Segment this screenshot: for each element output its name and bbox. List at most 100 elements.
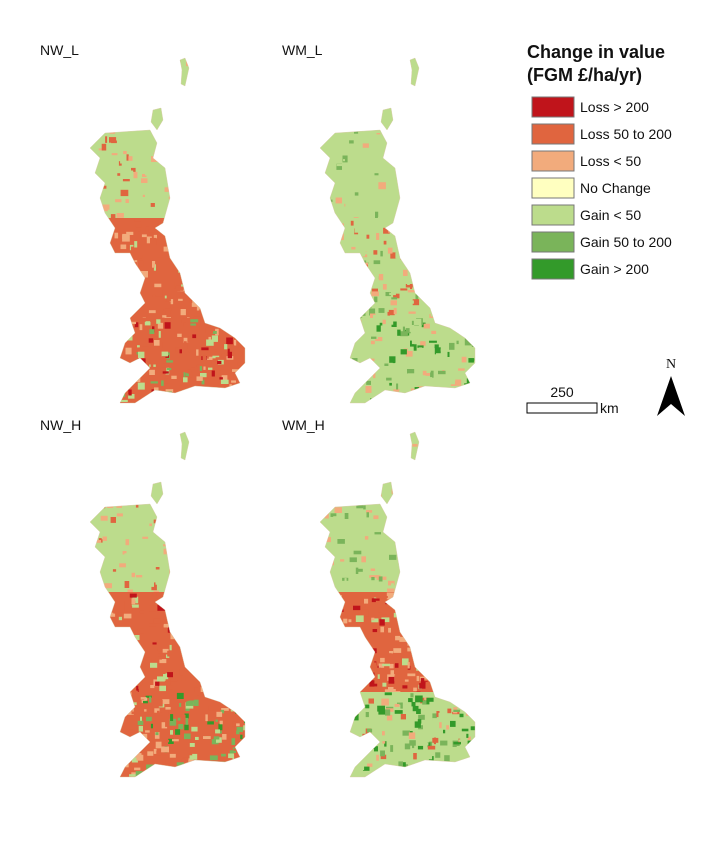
cell xyxy=(245,358,247,361)
cell xyxy=(332,781,337,785)
cell xyxy=(424,699,430,705)
cell xyxy=(321,332,324,336)
cell xyxy=(321,225,324,231)
cell xyxy=(151,584,157,591)
cell xyxy=(378,308,385,313)
cell xyxy=(208,360,212,365)
cell xyxy=(110,648,113,653)
cell xyxy=(249,325,256,330)
cell xyxy=(400,266,408,272)
cell xyxy=(100,331,104,339)
cell xyxy=(454,780,462,786)
cell xyxy=(124,254,128,260)
cell xyxy=(478,290,481,297)
cell xyxy=(96,779,102,783)
cell xyxy=(119,736,124,741)
cell xyxy=(332,380,337,386)
cell xyxy=(224,81,232,86)
cell xyxy=(465,641,470,648)
cell xyxy=(185,372,189,377)
cell xyxy=(326,385,333,390)
cell xyxy=(199,500,204,505)
cell xyxy=(326,614,335,618)
cell xyxy=(320,205,327,211)
cell xyxy=(117,477,124,485)
cell xyxy=(463,185,471,189)
cell xyxy=(366,257,371,263)
cell xyxy=(344,513,349,519)
cell xyxy=(452,116,459,120)
cell xyxy=(320,668,324,672)
cell xyxy=(228,493,235,498)
cell xyxy=(191,260,195,264)
cell xyxy=(139,122,147,129)
cell xyxy=(190,323,196,326)
cell xyxy=(131,80,138,85)
cell xyxy=(467,438,472,442)
cell xyxy=(357,503,360,506)
cell xyxy=(196,97,200,103)
cell xyxy=(423,285,430,292)
cell xyxy=(433,175,436,180)
cell xyxy=(476,624,479,626)
cell xyxy=(108,732,113,739)
cell xyxy=(398,99,406,103)
cell xyxy=(186,597,191,604)
cell xyxy=(250,377,255,381)
panel-label: NW_H xyxy=(40,417,81,433)
cell xyxy=(205,643,211,649)
cell xyxy=(202,123,210,129)
cell xyxy=(413,329,420,336)
cell xyxy=(227,164,230,168)
cell xyxy=(320,355,328,361)
cell xyxy=(420,768,426,773)
cell xyxy=(391,583,394,589)
cell xyxy=(412,554,416,558)
cell xyxy=(443,140,449,143)
cell xyxy=(206,266,209,270)
cell xyxy=(242,233,245,240)
cell xyxy=(363,251,371,255)
cell xyxy=(317,404,325,411)
cell xyxy=(217,311,223,319)
cell xyxy=(212,441,221,446)
cell xyxy=(187,369,192,374)
cell xyxy=(395,771,403,776)
cell xyxy=(353,682,357,690)
cell xyxy=(190,450,193,458)
cell xyxy=(97,399,101,403)
cell xyxy=(109,137,117,143)
cell xyxy=(119,298,127,303)
cell xyxy=(464,535,468,543)
cell xyxy=(320,750,322,756)
cell xyxy=(143,90,150,93)
cell xyxy=(382,319,388,325)
cell xyxy=(470,89,474,97)
cell xyxy=(90,321,95,328)
legend-swatch xyxy=(531,258,575,280)
cell xyxy=(466,378,471,385)
cell xyxy=(219,656,227,662)
cell xyxy=(371,676,380,682)
cell xyxy=(224,469,233,473)
cell xyxy=(433,358,437,364)
cell xyxy=(459,142,467,149)
cell xyxy=(346,640,354,644)
cell xyxy=(451,398,457,403)
cell xyxy=(385,778,392,783)
scale-bar xyxy=(526,402,598,414)
cell xyxy=(343,614,348,617)
cell xyxy=(337,400,345,403)
cell xyxy=(386,624,389,629)
cell xyxy=(121,677,127,683)
cell xyxy=(483,241,488,247)
cell xyxy=(114,380,121,386)
cell xyxy=(137,368,143,373)
cell xyxy=(132,657,136,664)
cell xyxy=(437,602,441,607)
legend-label: Gain < 50 xyxy=(580,207,641,223)
cell xyxy=(335,65,342,72)
cell xyxy=(93,304,100,310)
cell xyxy=(401,407,404,412)
cell xyxy=(373,456,378,463)
